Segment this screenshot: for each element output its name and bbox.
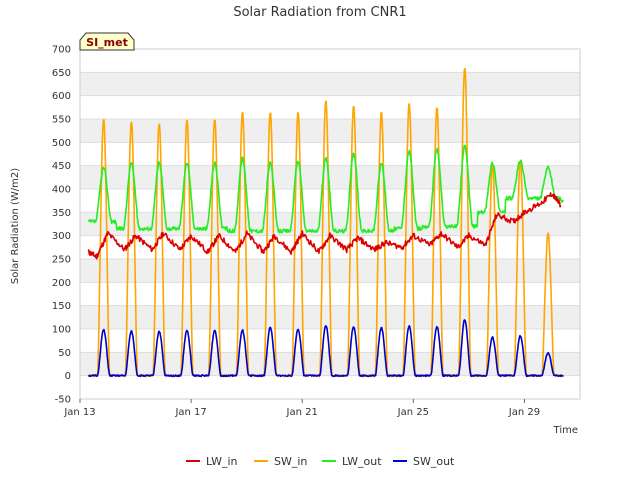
y-tick-label: 200 [52,278,71,289]
legend: LW_in SW_in LW_out SW_out [186,455,455,468]
series-line-lw-out [88,144,564,234]
y-tick-label: 400 [52,185,71,196]
legend-item-sw-in: SW_in [254,455,307,468]
y-tick-label: 350 [52,208,71,219]
y-tick-label: 50 [58,348,71,359]
y-tick-label: -50 [55,395,71,406]
series-line-lw-in [87,192,562,260]
legend-label: LW_in [206,455,238,468]
site-badge-label: SI_met [86,36,128,49]
legend-item-lw-out: LW_out [322,455,382,468]
x-tick-label: Jan 13 [63,407,95,418]
plot-area-frame [79,48,581,400]
y-tick-label: 700 [52,45,71,56]
y-axis-label: Solar Radiation (W/m2) [10,168,21,284]
legend-label: SW_out [413,455,455,468]
y-tick-labels: -50 0 50 100 150 200 250 300 350 400 450 500 550 600 6… [52,45,71,406]
x-tick-label: Jan 21 [286,407,318,418]
y-tick-label: 300 [52,231,71,242]
legend-item-lw-in: LW_in [186,455,238,468]
y-tick-label: 600 [52,91,71,102]
x-tick-labels: Jan 13 Jan 17 Jan 21 Jan 25 Jan 29 [63,399,540,418]
grid-band [80,72,580,96]
y-tick-label: 450 [52,161,71,172]
y-tick-label: 550 [52,115,71,126]
chart-title: Solar Radiation from CNR1 [233,5,406,20]
y-tick-label: 500 [52,138,71,149]
plot-background-bands [80,72,580,376]
site-badge-shape [79,32,135,51]
x-tick-label: Jan 29 [508,407,540,418]
y-tick-label: 250 [52,255,71,266]
y-tick-label: 0 [65,371,71,382]
y-tick-label: 100 [52,325,71,336]
legend-item-sw-out: SW_out [393,455,455,468]
x-tick-label: Jan 17 [174,407,206,418]
x-axis-label: Time [553,425,578,436]
y-tick-label: 650 [52,68,71,79]
site-badge: SI_met [79,32,135,51]
grid-band [80,119,580,143]
x-tick-label: Jan 25 [397,407,429,418]
series-line-sw-out [88,319,564,378]
series-lines [87,67,564,378]
legend-label: SW_in [274,455,307,468]
y-tick-label: 150 [52,301,71,312]
grid-band [80,165,580,189]
legend-label: LW_out [342,455,382,468]
